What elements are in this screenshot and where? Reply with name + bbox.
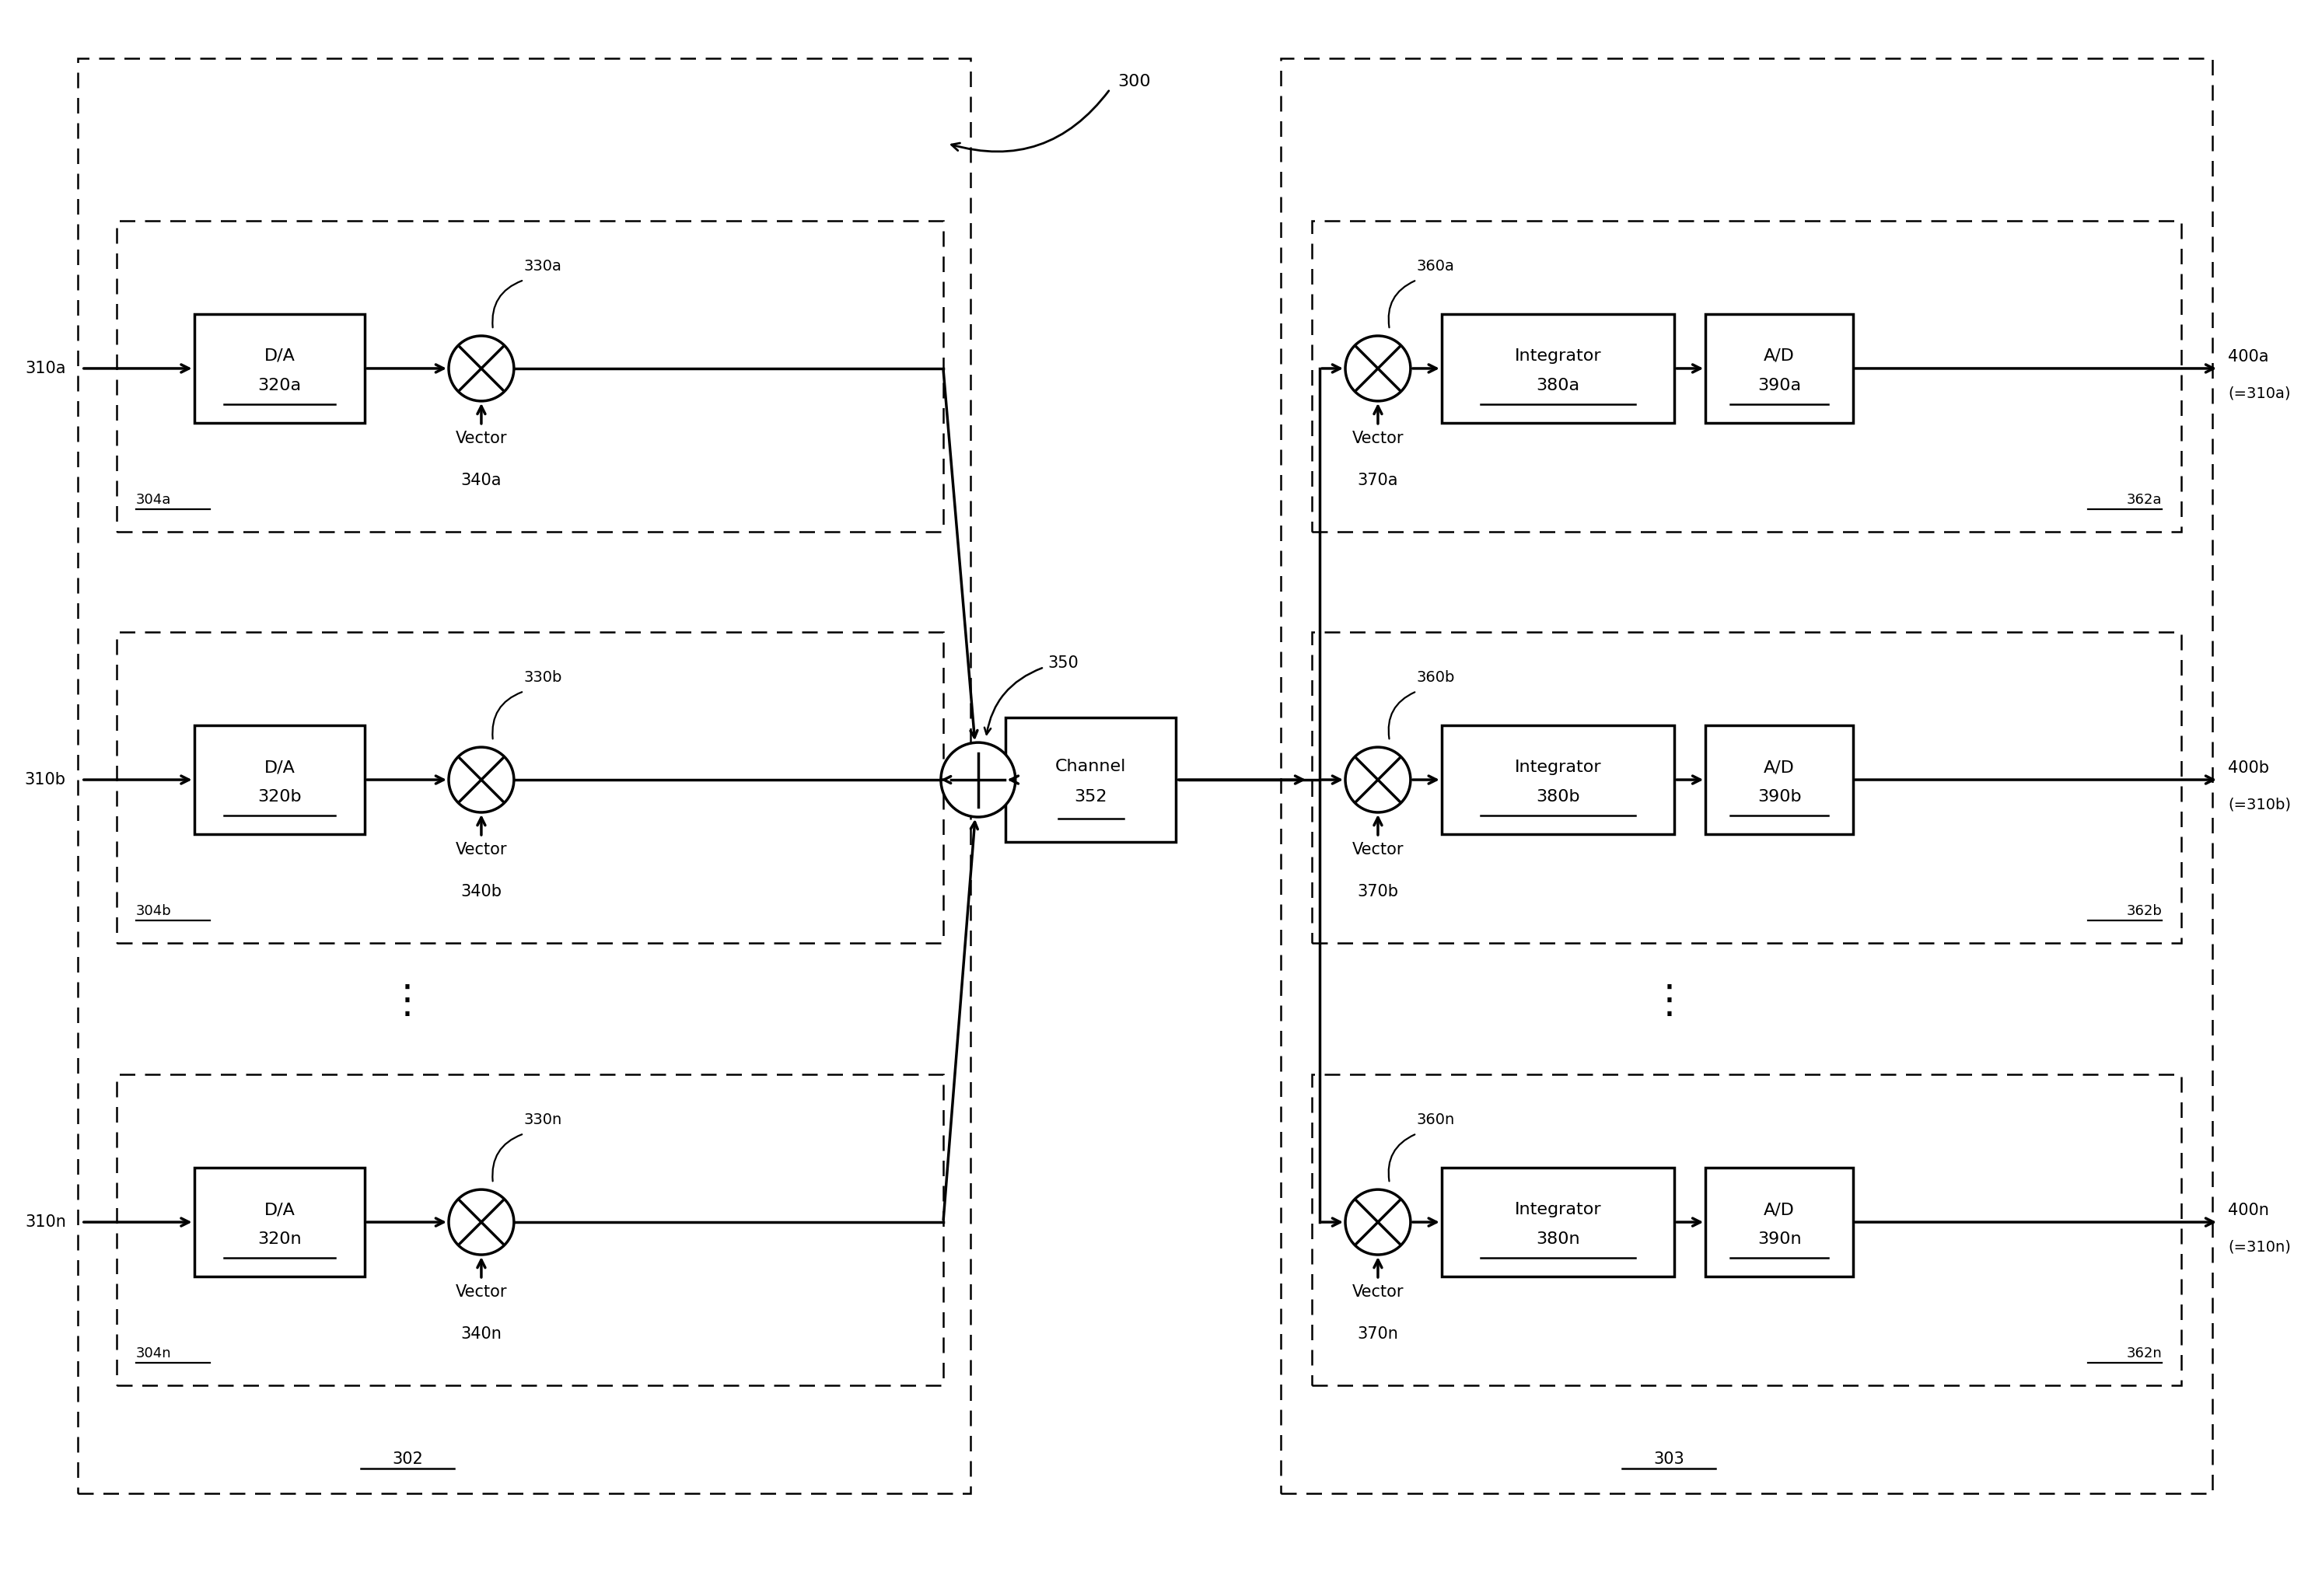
Bar	[193, 314, 366, 423]
Text: 370a: 370a	[1358, 472, 1399, 488]
Text: 380n: 380n	[1537, 1232, 1581, 1246]
Text: ⋮: ⋮	[389, 982, 428, 1020]
Text: 390n: 390n	[1758, 1232, 1802, 1246]
Bar	[1443, 314, 1675, 423]
Bar	[117, 220, 943, 531]
Bar	[1312, 220, 2181, 531]
Text: 360a: 360a	[1417, 259, 1454, 273]
Text: 310a: 310a	[25, 361, 67, 377]
Circle shape	[941, 742, 1015, 817]
Bar	[1312, 632, 2181, 943]
Bar	[1705, 726, 1852, 835]
Text: 304n: 304n	[136, 1347, 170, 1360]
Bar	[1312, 1074, 2181, 1385]
Text: 400n: 400n	[2227, 1203, 2269, 1218]
Text: 362n: 362n	[2126, 1347, 2163, 1360]
Text: 320b: 320b	[258, 788, 301, 804]
Text: Integrator: Integrator	[1514, 1202, 1601, 1218]
Text: A/D: A/D	[1765, 348, 1795, 364]
Text: 380b: 380b	[1537, 788, 1581, 804]
Text: 303: 303	[1654, 1451, 1684, 1467]
Bar	[1006, 718, 1176, 841]
Text: 304b: 304b	[136, 903, 173, 918]
Bar	[1443, 1168, 1675, 1277]
Text: 400a: 400a	[2227, 350, 2269, 364]
Text: Integrator: Integrator	[1514, 348, 1601, 364]
Text: 362b: 362b	[2126, 903, 2163, 918]
Text: D/A: D/A	[265, 348, 295, 364]
Circle shape	[449, 1189, 513, 1254]
Text: (=310n): (=310n)	[2227, 1240, 2292, 1254]
Bar	[193, 1168, 366, 1277]
Text: 302: 302	[391, 1451, 423, 1467]
Text: 370b: 370b	[1358, 884, 1399, 899]
Text: 360n: 360n	[1417, 1112, 1454, 1127]
Text: 310b: 310b	[25, 772, 67, 787]
Text: 370n: 370n	[1358, 1326, 1399, 1342]
Text: (=310b): (=310b)	[2227, 798, 2292, 812]
Bar	[1705, 1168, 1852, 1277]
Circle shape	[1346, 335, 1411, 401]
Text: Vector: Vector	[456, 1285, 506, 1299]
Bar	[117, 632, 943, 943]
Text: 330b: 330b	[525, 670, 561, 685]
Text: Integrator: Integrator	[1514, 760, 1601, 776]
Circle shape	[449, 335, 513, 401]
Text: 330a: 330a	[525, 259, 561, 273]
Bar	[1443, 726, 1675, 835]
Text: D/A: D/A	[265, 1202, 295, 1218]
Text: (=310a): (=310a)	[2227, 386, 2289, 401]
Text: D/A: D/A	[265, 760, 295, 776]
Text: 300: 300	[1118, 73, 1150, 89]
Text: 400b: 400b	[2227, 760, 2269, 776]
Circle shape	[449, 747, 513, 812]
Bar	[1282, 57, 2214, 1494]
Text: Vector: Vector	[1353, 1285, 1404, 1299]
Text: 390a: 390a	[1758, 378, 1802, 393]
Bar	[1705, 314, 1852, 423]
Text: A/D: A/D	[1765, 1202, 1795, 1218]
Text: 350: 350	[1047, 656, 1079, 672]
Text: 340a: 340a	[460, 472, 502, 488]
Text: 380a: 380a	[1537, 378, 1581, 393]
Text: 360b: 360b	[1417, 670, 1454, 685]
Text: 340n: 340n	[460, 1326, 502, 1342]
Bar	[78, 57, 971, 1494]
Text: Channel: Channel	[1056, 758, 1125, 774]
Text: Vector: Vector	[456, 841, 506, 857]
Text: 390b: 390b	[1758, 788, 1802, 804]
Text: Vector: Vector	[1353, 841, 1404, 857]
Text: 340b: 340b	[460, 884, 502, 899]
Circle shape	[1346, 1189, 1411, 1254]
Text: 362a: 362a	[2126, 493, 2163, 506]
Bar	[193, 726, 366, 835]
Text: Vector: Vector	[456, 431, 506, 445]
Text: A/D: A/D	[1765, 760, 1795, 776]
Text: 304a: 304a	[136, 493, 170, 506]
Circle shape	[1346, 747, 1411, 812]
Text: ⋮: ⋮	[1650, 982, 1689, 1020]
Text: 320n: 320n	[258, 1232, 301, 1246]
Text: 310n: 310n	[25, 1215, 67, 1231]
Text: 330n: 330n	[525, 1112, 561, 1127]
Text: 320a: 320a	[258, 378, 301, 393]
Text: 352: 352	[1075, 788, 1107, 804]
Text: Vector: Vector	[1353, 431, 1404, 445]
Bar	[117, 1074, 943, 1385]
